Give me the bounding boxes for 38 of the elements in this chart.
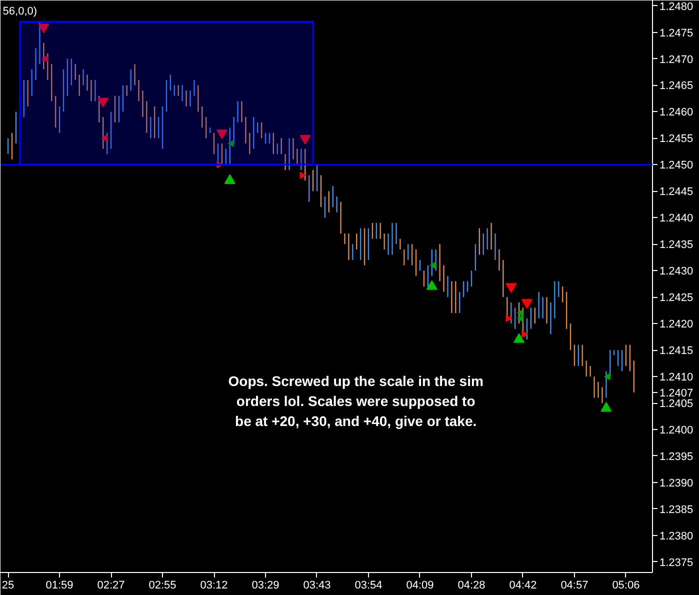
y-tick-label: 1.2470 (660, 54, 694, 66)
x-tick-label: 03:54 (354, 580, 382, 592)
y-tick-label: 1.2425 (660, 292, 694, 304)
x-tick-label: 03:29 (252, 580, 280, 592)
y-tick-label: 1.2385 (660, 504, 694, 516)
x-tick-label: 25 (2, 580, 14, 592)
y-tick-label: 1.2445 (660, 186, 694, 198)
y-tick-label: 1.2415 (660, 345, 694, 358)
y-tick-label: 1.2450 (660, 160, 694, 172)
x-tick-label: 05:06 (612, 580, 640, 592)
y-tick-label: 1.2480 (660, 0, 694, 13)
series-label: 56,0,0) (2, 6, 38, 18)
y-tick-label: 1.2390 (660, 477, 694, 490)
x-tick-label: 02:27 (97, 580, 125, 592)
y-tick-label: 1.2400 (660, 424, 694, 436)
y-tick-label: 1.2420 (660, 318, 694, 331)
y-tick-label: 1.2475 (660, 27, 694, 40)
x-tick-label: 04:57 (560, 580, 588, 592)
y-tick-label: 1.2455 (660, 133, 694, 146)
x-tick-label: 04:28 (458, 580, 486, 592)
x-tick-label: 03:12 (200, 580, 228, 592)
annotation: Oops. Screwed up the scale in the sim orders lol. Scales were supposed to be at +20, +30, and +40, give or take. (228, 372, 484, 429)
x-tick-label: 04:42 (509, 580, 537, 592)
y-tick-label: 1.2410 (660, 372, 694, 384)
y-tick-label: 1.2405 (660, 398, 694, 410)
y-tick-label: 1.2435 (660, 239, 694, 252)
y-tick-label: 1.2407 (660, 387, 694, 400)
x-tick-label: 02:55 (148, 580, 176, 592)
y-tick-label: 1.2380 (660, 530, 694, 542)
x-tick-label: 03:43 (303, 580, 331, 592)
y-tick-label: 1.2465 (660, 80, 694, 92)
y-tick-label: 1.2430 (660, 266, 694, 278)
y-tick-label: 1.2375 (660, 556, 694, 569)
y-tick-label: 1.2460 (660, 106, 694, 119)
x-tick-label: 01:59 (46, 580, 74, 592)
y-tick-label: 1.2395 (660, 450, 694, 463)
y-tick-label: 1.2440 (660, 212, 694, 225)
x-tick-label: 04:09 (406, 580, 434, 592)
